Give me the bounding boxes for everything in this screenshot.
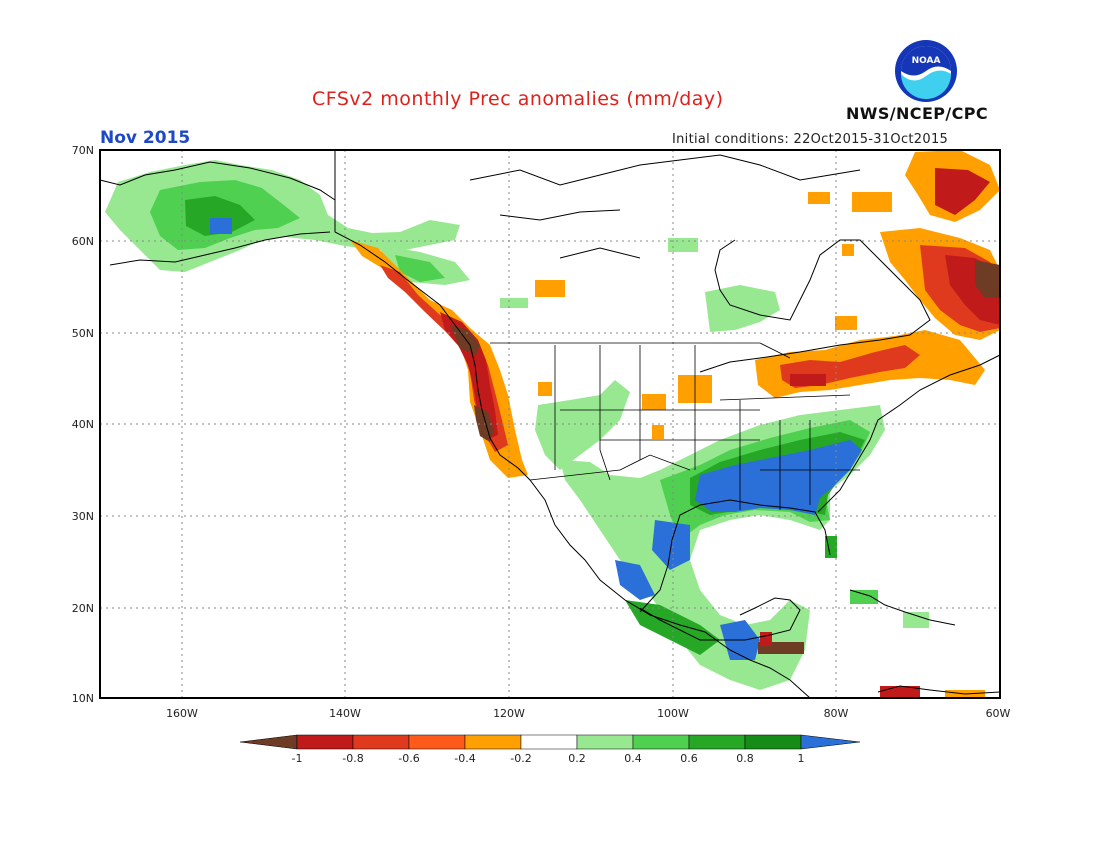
- anomaly-region-alaska-blue: [210, 218, 232, 234]
- anomaly-region-wa-brown: [450, 325, 480, 355]
- colorbar-label-3: -0.4: [454, 752, 475, 765]
- anomaly-region-labrador-brown: [975, 260, 1000, 298]
- anomaly-region-hudson-green: [705, 285, 780, 332]
- colorbar-label-4: -0.2: [510, 752, 531, 765]
- anomaly-region-patch-2: [500, 298, 528, 308]
- map-frame: [99, 149, 1001, 699]
- anomaly-region-patch-10: [835, 316, 857, 330]
- colorbar-label-5: 0.2: [568, 752, 586, 765]
- colorbar-label-1: -0.8: [342, 752, 363, 765]
- colorbar: -1 -0.8 -0.6 -0.4 -0.2 0.2 0.4 0.6 0.8 1: [239, 734, 861, 765]
- colorbar-label-9: 1: [798, 752, 805, 765]
- anomaly-region-patch-1: [535, 280, 565, 297]
- anomaly-region-nw-coast-red: [380, 265, 508, 452]
- anomaly-region-alaska-dark: [185, 196, 255, 236]
- anomaly-region-patch-4: [642, 394, 666, 410]
- lat-label-10n: 10N: [72, 692, 94, 705]
- lon-label-80w: 80W: [824, 707, 849, 720]
- colorbar-left-arrow: [239, 734, 298, 750]
- anomaly-region-patch-6: [652, 425, 664, 439]
- colorbar-swatch-2: [352, 734, 410, 750]
- lon-label-120w: 120W: [493, 707, 525, 720]
- anomaly-region-patch-9: [808, 192, 830, 204]
- anomaly-region-centam-red: [760, 632, 772, 646]
- colorbar-swatch-3: [408, 734, 466, 750]
- anomaly-region-patch-7: [668, 238, 698, 252]
- longitude-labels: 160W 140W 120W 100W 80W 60W: [166, 707, 1010, 720]
- chart-title: CFSv2 monthly Prec anomalies (mm/day): [312, 88, 724, 110]
- anomaly-region-patch-11: [842, 244, 854, 256]
- colorbar-right-arrow: [800, 734, 861, 750]
- lon-label-100w: 100W: [657, 707, 689, 720]
- colorbar-swatch-5: [520, 734, 578, 750]
- political-borders: [334, 150, 860, 510]
- gridlines: [100, 150, 1000, 698]
- noaa-logo-wave: [901, 70, 951, 99]
- lat-label-70n: 70N: [72, 144, 94, 157]
- colorbar-label-0: -1: [292, 752, 303, 765]
- lat-label-50n: 50N: [72, 327, 94, 340]
- lon-label-60w: 60W: [986, 707, 1011, 720]
- colorbar-swatch-1: [296, 734, 354, 750]
- colorbar-swatch-4: [464, 734, 522, 750]
- colorbar-label-7: 0.6: [680, 752, 698, 765]
- colorbar-swatch-6: [576, 734, 634, 750]
- colorbar-label-8: 0.8: [736, 752, 754, 765]
- colorbar-label-2: -0.6: [398, 752, 419, 765]
- noaa-logo-text: NOAA: [912, 56, 941, 66]
- anomaly-region-patch-8: [852, 192, 892, 212]
- colorbar-swatch-8: [688, 734, 746, 750]
- valid-month-label: Nov 2015: [100, 128, 191, 148]
- anomaly-fields: [105, 150, 1000, 698]
- lon-label-140w: 140W: [329, 707, 361, 720]
- agency-label: NWS/NCEP/CPC: [846, 104, 989, 123]
- anomaly-region-baffin-darkred: [935, 168, 990, 215]
- initial-conditions-label: Initial conditions: 22Oct2015-31Oct2015: [672, 132, 949, 147]
- lon-label-160w: 160W: [166, 707, 198, 720]
- colorbar-label-6: 0.4: [624, 752, 642, 765]
- anomaly-region-florida: [825, 536, 837, 558]
- anomaly-region-southeast-blue: [695, 440, 862, 515]
- noaa-logo-bird: [901, 46, 951, 76]
- lat-label-40n: 40N: [72, 418, 94, 431]
- noaa-logo: NOAA: [895, 40, 957, 102]
- anomaly-region-nw-coast-darkred: [440, 312, 498, 440]
- lat-label-20n: 20N: [72, 602, 94, 615]
- anomaly-region-hispaniola: [903, 612, 929, 628]
- anomaly-region-sw-green: [535, 380, 630, 470]
- anomaly-region-cuba: [850, 590, 878, 604]
- anomaly-region-great-lakes-darkred: [790, 374, 826, 386]
- anomaly-region-patch-3: [538, 382, 552, 396]
- anomaly-region-bc-mid: [395, 255, 445, 282]
- lat-label-60n: 60N: [72, 235, 94, 248]
- lat-label-30n: 30N: [72, 510, 94, 523]
- colorbar-swatch-7: [632, 734, 690, 750]
- latitude-labels: 70N 60N 50N 40N 30N 20N 10N: [72, 144, 94, 705]
- anomaly-region-mexico-blue-1: [615, 560, 655, 600]
- colorbar-swatch-9: [744, 734, 802, 750]
